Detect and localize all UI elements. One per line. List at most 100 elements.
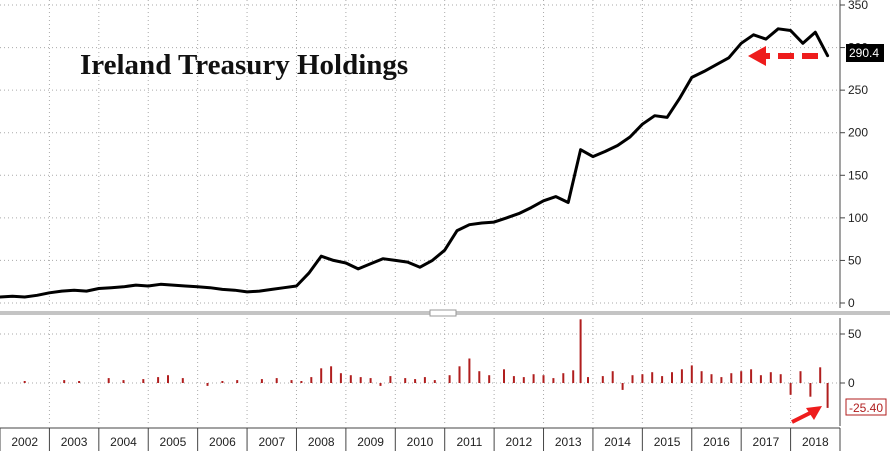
- change-bar: [641, 374, 644, 383]
- line-point: [740, 42, 742, 45]
- x-tick-label: 2016: [703, 435, 730, 449]
- change-bar: [680, 369, 683, 383]
- change-bar: [181, 378, 184, 383]
- y-tick-label: 0: [848, 376, 855, 390]
- treasury-holdings-line: [0, 27, 830, 299]
- change-bar: [458, 366, 461, 383]
- line-point: [814, 31, 817, 33]
- y-tick-label: 150: [848, 168, 868, 182]
- change-bar: [260, 379, 263, 383]
- change-bar: [379, 383, 382, 386]
- change-bar: [339, 373, 342, 383]
- x-tick-label: 2007: [258, 435, 285, 449]
- line-point: [826, 54, 829, 57]
- change-bar: [809, 383, 812, 397]
- change-bar: [78, 381, 81, 383]
- change-bar: [142, 379, 145, 383]
- line-point: [36, 294, 38, 297]
- x-tick-label: 2017: [753, 435, 780, 449]
- change-bar: [720, 377, 723, 383]
- change-bar: [478, 371, 481, 383]
- change-bar: [488, 375, 491, 383]
- line-point: [135, 284, 137, 286]
- x-tick-label: 2012: [505, 435, 532, 449]
- line-point: [629, 136, 631, 138]
- y-tick-label: 200: [848, 126, 868, 140]
- line-point: [0, 296, 1, 298]
- change-bar: [572, 370, 575, 383]
- chart-title: Ireland Treasury Holdings: [80, 49, 408, 81]
- change-bar: [690, 365, 693, 383]
- last-value-label: 290.4: [849, 46, 879, 60]
- line-point: [345, 262, 347, 264]
- change-bar: [522, 377, 525, 383]
- bottom-panel: 0 50 -25.40: [0, 318, 887, 426]
- line-point: [493, 221, 495, 223]
- x-tick-label: 2005: [160, 435, 187, 449]
- change-bar: [661, 376, 664, 383]
- last-change-badge: -25.40: [845, 398, 887, 416]
- change-bar: [579, 319, 582, 383]
- line-point: [616, 144, 619, 147]
- x-tick-label: 2004: [110, 435, 137, 449]
- change-bar: [601, 376, 604, 383]
- change-bar: [587, 377, 589, 383]
- line-point: [715, 63, 718, 66]
- line-point: [246, 291, 248, 293]
- line-point: [258, 290, 261, 292]
- y-tick-label: 50: [848, 253, 862, 267]
- change-bar: [542, 375, 545, 383]
- change-bar: [290, 380, 293, 383]
- line-point: [481, 222, 483, 224]
- change-bar: [779, 374, 782, 383]
- line-point: [789, 29, 792, 32]
- line-point: [209, 286, 211, 289]
- line-point: [802, 42, 804, 45]
- change-bar: [448, 375, 451, 383]
- y-tick-label: 50: [848, 327, 862, 341]
- change-bar: [23, 381, 26, 383]
- change-bar: [826, 383, 829, 408]
- line-point: [295, 285, 298, 287]
- x-tick-label: 2008: [308, 435, 335, 449]
- line-point: [98, 287, 100, 290]
- line-point: [653, 114, 656, 117]
- line-point: [691, 76, 693, 79]
- line-point: [641, 123, 644, 125]
- change-bar: [468, 358, 471, 383]
- change-bar: [700, 371, 703, 383]
- x-tick-label: 2003: [61, 435, 88, 449]
- change-bar: [730, 373, 733, 383]
- x-tick-label: 2014: [604, 435, 631, 449]
- change-bar: [389, 376, 392, 383]
- x-axis-ticks: 2002 2003 2004 2005 2006 2007 2008 2009 2010 2011…: [0, 428, 841, 451]
- change-bar: [330, 366, 333, 383]
- change-bar: [671, 372, 673, 383]
- x-tick-label: 2013: [555, 435, 582, 449]
- line-point: [369, 263, 372, 265]
- change-bar: [221, 381, 224, 383]
- line-point: [703, 70, 705, 73]
- annotation-arrow-top: [748, 46, 818, 66]
- line-point: [468, 223, 471, 226]
- change-bar: [206, 383, 209, 386]
- change-bar: [750, 369, 753, 383]
- change-bar: [275, 378, 278, 383]
- line-point: [85, 290, 88, 292]
- line-point: [542, 200, 545, 202]
- x-tick-label: 2002: [11, 435, 38, 449]
- x-tick-label: 2009: [357, 435, 384, 449]
- line-point: [394, 259, 397, 262]
- x-tick-label: 2018: [802, 435, 829, 449]
- x-tick-label: 2015: [654, 435, 681, 449]
- change-bar: [122, 380, 125, 383]
- change-bar: [369, 378, 372, 383]
- last-value-badge: 290.4: [846, 44, 884, 62]
- x-axis: 2002 2003 2004 2005 2006 2007 2008 2009 2010 2011…: [0, 427, 841, 451]
- change-bar: [167, 375, 169, 383]
- change-bar: [107, 378, 110, 383]
- treasury-holdings-points: [0, 28, 829, 298]
- change-bar: [759, 375, 762, 383]
- line-point: [308, 272, 310, 275]
- line-point: [283, 286, 285, 289]
